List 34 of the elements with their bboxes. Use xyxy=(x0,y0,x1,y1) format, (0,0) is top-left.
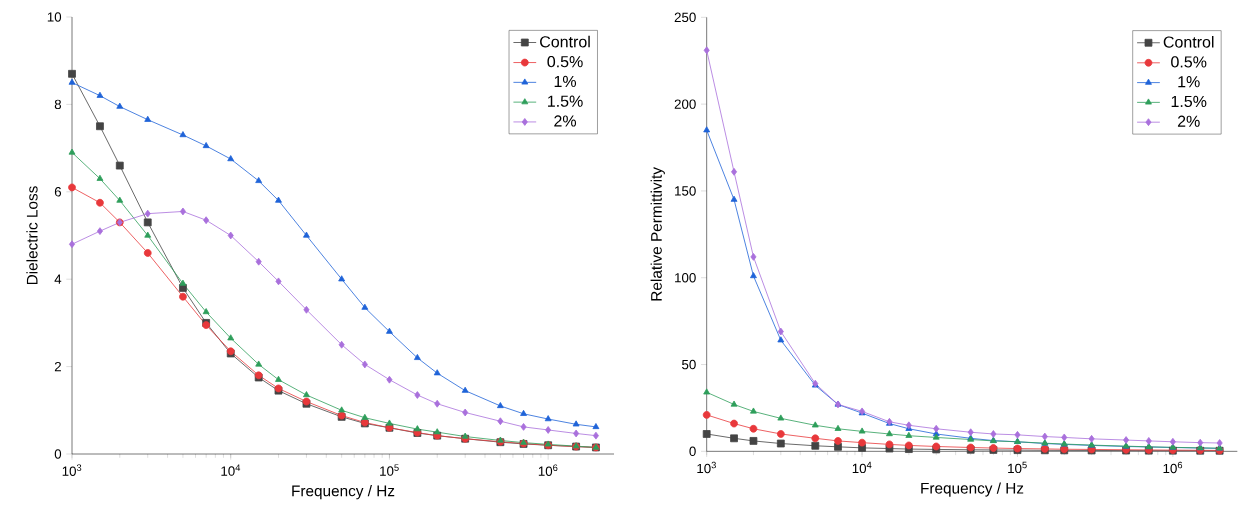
y-tick-label: 4 xyxy=(54,274,62,284)
legend-label: Control xyxy=(1163,35,1214,48)
legend-label: 1% xyxy=(554,75,577,87)
y-tick-label: 200 xyxy=(674,99,696,109)
x-axis-title: Frequency / Hz xyxy=(921,482,1024,497)
legend-label: 0.5% xyxy=(1171,56,1207,68)
legend-label: 2% xyxy=(1177,115,1200,127)
y-tick-label: 100 xyxy=(675,273,696,283)
y-tick-label: 10 xyxy=(47,12,62,22)
legend-label: Control xyxy=(540,35,590,48)
y-tick-label: 8 xyxy=(54,99,62,110)
y-axis-title: Dielectric Loss xyxy=(26,186,38,285)
x-tick-label: 10$^{4}$ xyxy=(221,464,241,476)
x-tick-label: 10$^{3}$ xyxy=(62,464,82,476)
legend-label: 0.5% xyxy=(547,55,583,68)
x-tick-label: 10$^{5}$ xyxy=(1008,461,1027,474)
y-tick-label: 6 xyxy=(54,187,62,197)
legend-label: 1.5% xyxy=(548,95,583,107)
legend-label: 2% xyxy=(554,115,577,127)
x-tick-label: 10$^{4}$ xyxy=(852,461,872,474)
y-tick-label: 2 xyxy=(54,361,61,372)
y-tick-label: 50 xyxy=(682,359,696,370)
x-tick-label: 10$^{5}$ xyxy=(380,464,399,476)
legend-label: 1% xyxy=(1178,76,1200,88)
y-axis-title: Relative Permittivity xyxy=(650,167,665,301)
x-tick-label: 10$^{6}$ xyxy=(1163,461,1183,474)
y-tick-label: 0 xyxy=(689,446,696,457)
y-tick-label: 150 xyxy=(675,186,696,196)
y-tick-label: 0 xyxy=(54,449,62,459)
legend-label: 1.5% xyxy=(1171,95,1207,108)
x-tick-label: 10$^{3}$ xyxy=(697,461,716,474)
x-axis-title: Frequency / Hz xyxy=(292,485,395,500)
y-tick-label: 250 xyxy=(674,12,696,23)
x-tick-label: 10$^{6}$ xyxy=(538,464,558,476)
